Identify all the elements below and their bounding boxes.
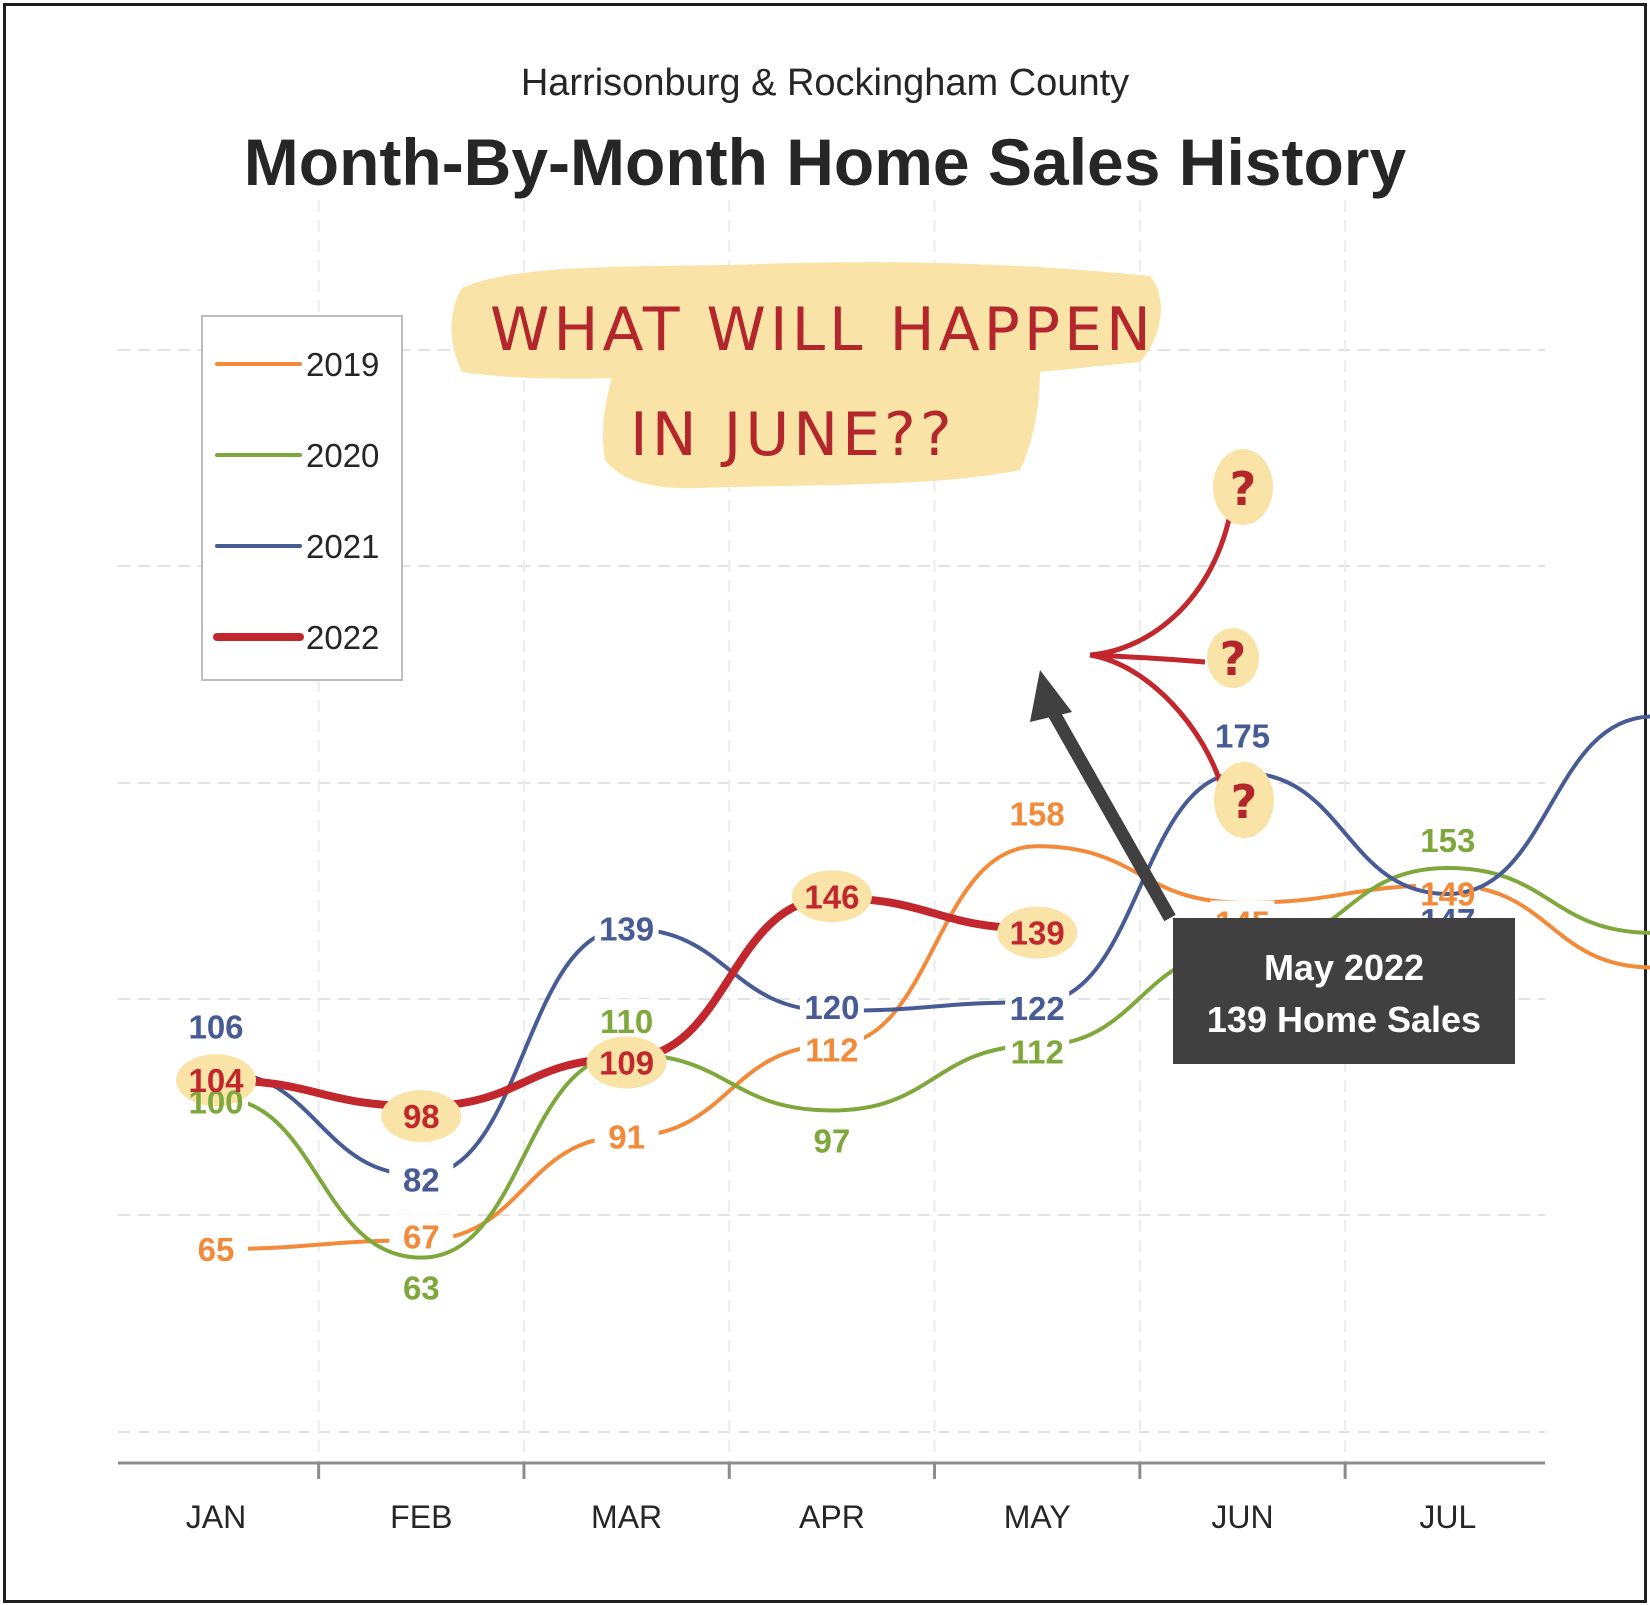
label-background [799,984,864,1025]
legend-box [201,315,403,681]
label-background [1005,1029,1070,1070]
label-background [389,1157,454,1198]
callout-line-2: 139 Home Sales [1207,999,1481,1040]
label-background [1210,713,1275,754]
x-tick-label: MAY [1004,1499,1071,1535]
data-label-2022: 109 [599,1044,654,1081]
callout-line-1: May 2022 [1264,947,1424,988]
chart-title: Month-By-Month Home Sales History [244,125,1407,199]
series-line-2021 [214,714,1650,1178]
chart-frame [3,3,1647,1603]
qmark-highlight-down [1214,762,1274,838]
series-line-2020 [214,865,1650,1260]
legend-label-2019: 2019 [306,346,379,383]
data-label-2020: 153 [1420,822,1475,859]
chart-subtitle: Harrisonburg & Rockingham County [521,62,1129,104]
x-tick-label: APR [799,1499,865,1535]
data-label-2020: 112 [1011,1033,1064,1070]
data-label-2020: 97 [814,1122,851,1159]
label-background [389,1214,454,1255]
annotation-line-1: WHAT WILL HAPPEN [490,295,1155,365]
question-mark-flat: ? [1220,632,1247,686]
x-tick-label: FEB [390,1499,452,1535]
data-label-2020: 110 [600,1003,653,1040]
projection-arrow-up [1089,504,1235,658]
label-highlight [997,906,1078,959]
callout-arrowhead [1030,670,1072,722]
label-background [1415,817,1480,858]
data-label-2022: 139 [1010,915,1065,952]
legend-label-2021: 2021 [306,528,379,565]
question-mark-up: ? [1230,462,1257,516]
x-tick-label: MAR [591,1499,662,1535]
data-label-2022: 98 [403,1098,440,1135]
legend-label-2022: 2022 [306,619,379,656]
data-label-2020: 100 [188,1083,243,1120]
data-label-2019: 67 [403,1218,440,1255]
data-label-2021: 122 [1010,990,1065,1027]
x-tick-label: JUL [1419,1499,1476,1535]
annotation-highlight [451,262,1161,489]
label-highlight [381,1090,462,1143]
label-background [184,1004,248,1045]
label-background [594,999,659,1040]
data-label-2020: 63 [403,1270,440,1307]
projection-arrow-flat [1089,652,1206,665]
qmark-highlight-flat [1207,628,1259,688]
data-label-2019: 112 [805,1031,858,1068]
label-background [594,1114,659,1155]
data-labels: 6567911121581451491006311097112134153106… [188,718,1475,1307]
question-mark-down: ? [1231,775,1258,829]
data-label-2021: 175 [1215,718,1270,755]
label-background [799,1118,864,1159]
may-2022-callout: May 2022 139 Home Sales [1030,670,1515,1064]
data-label-2019: 149 [1420,875,1475,912]
label-background [594,906,659,947]
legend: 2019 2020 2021 2022 [201,315,403,681]
projection-arrow-down [1089,652,1225,789]
label-highlight [791,870,872,923]
x-tick-label: JUN [1211,1499,1273,1535]
data-label-2021: 82 [403,1161,440,1198]
label-background [389,1265,454,1306]
x-tick-label: JAN [186,1499,246,1535]
data-label-2019: 158 [1010,795,1065,832]
callout-arrow [1046,706,1176,922]
annotation-line-2: IN JUNE?? [630,400,956,470]
data-label-2021: 139 [599,911,654,948]
label-highlight [586,1036,667,1089]
x-axis: JAN FEB MAR APR MAY JUN JUL [118,1461,1545,1535]
qmark-highlight-up [1213,449,1273,525]
label-background [184,1227,248,1267]
june-question-annotation: WHAT WILL HAPPEN IN JUNE?? [451,262,1161,489]
data-label-2021: 120 [804,989,859,1026]
legend-label-2020: 2020 [306,437,379,474]
label-background [799,1027,864,1068]
label-background [1005,791,1070,832]
callout-box [1173,918,1515,1064]
value-highlights [176,870,1078,1143]
label-background [1005,986,1070,1027]
data-label-2019: 65 [198,1231,235,1268]
data-label-2019: 91 [608,1118,645,1155]
data-label-2022: 146 [804,878,859,915]
label-highlight [176,1054,256,1107]
data-label-2021: 106 [188,1008,243,1045]
data-label-2022: 104 [188,1062,244,1099]
june-projection: ? ? ? [1089,449,1274,838]
